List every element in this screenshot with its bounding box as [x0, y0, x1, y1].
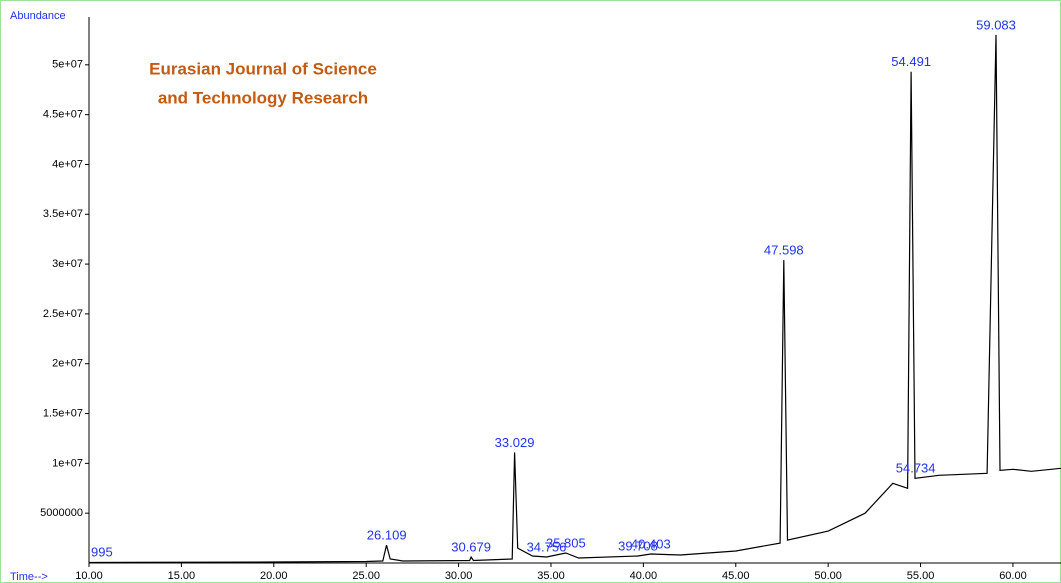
- y-tick-label: 4.5e+07: [43, 109, 83, 121]
- peak-label: 40.403: [631, 536, 671, 551]
- x-tick-label: 30.00: [445, 570, 473, 582]
- x-tick-label: 35.00: [537, 570, 565, 582]
- x-tick-label: 40.00: [630, 570, 658, 582]
- peak-label: 47.598: [764, 243, 804, 258]
- peak-label: 26.109: [367, 528, 407, 543]
- x-tick-label: 25.00: [352, 570, 380, 582]
- x-tick-label: 20.00: [260, 570, 288, 582]
- x-tick-label: 60.00: [999, 570, 1027, 582]
- peak-label: 39.708: [618, 538, 658, 553]
- x-tick-label: 55.00: [907, 570, 935, 582]
- peak-label: 54.734: [896, 461, 936, 476]
- peak-label: 33.029: [495, 435, 535, 450]
- peak-label: 34.756: [527, 539, 567, 554]
- y-tick-label: 5000000: [40, 507, 83, 519]
- y-tick-label: 5e+07: [52, 59, 83, 71]
- y-tick-label: 2.5e+07: [43, 308, 83, 320]
- x-axis-label: Time-->: [10, 571, 48, 583]
- x-tick-label: 15.00: [168, 570, 196, 582]
- peak-label: 995: [91, 544, 113, 559]
- trace: [88, 34, 1061, 564]
- peak-label: 59.083: [976, 17, 1016, 32]
- x-tick-label: 10.00: [75, 570, 103, 582]
- y-tick-label: 3.5e+07: [43, 208, 83, 220]
- peak-label: 35.805: [546, 535, 586, 550]
- peak-label: 54.491: [891, 54, 931, 69]
- y-tick-label: 1e+07: [52, 457, 83, 469]
- y-tick-label: 4e+07: [52, 158, 83, 170]
- y-axis-label: Abundance: [10, 10, 66, 22]
- peak-label: 30.679: [451, 539, 491, 554]
- watermark: and Technology Research: [158, 88, 368, 107]
- x-tick-label: 50.00: [814, 570, 842, 582]
- y-tick-label: 3e+07: [52, 258, 83, 270]
- y-tick-label: 1.5e+07: [43, 407, 83, 419]
- watermark: Eurasian Journal of Science: [149, 59, 377, 78]
- y-tick-label: 2e+07: [52, 358, 83, 370]
- x-tick-label: 45.00: [722, 570, 750, 582]
